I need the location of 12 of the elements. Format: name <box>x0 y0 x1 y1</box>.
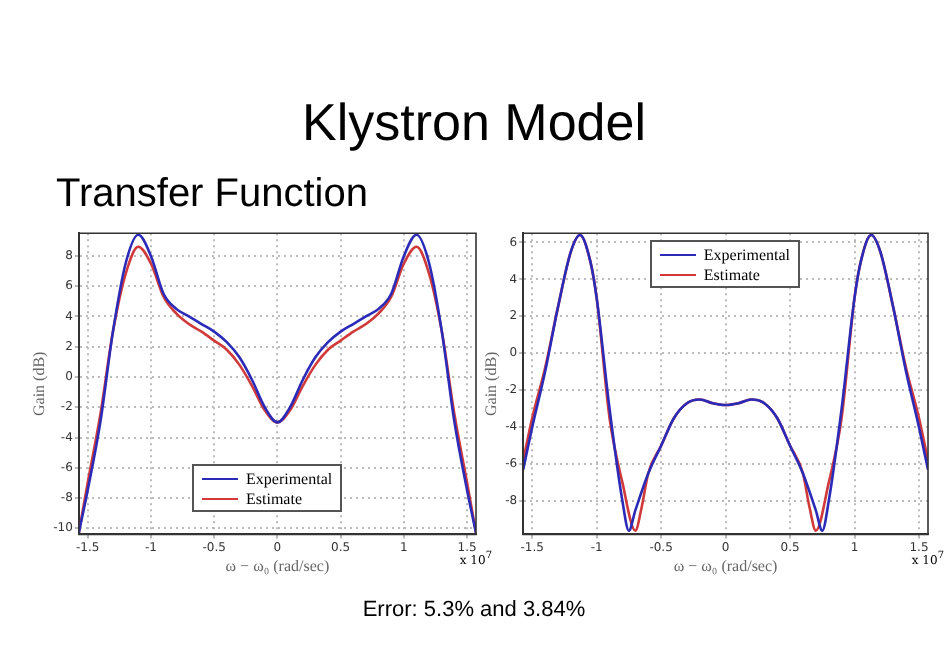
text: Error: 5.3% and 3.84% <box>360 598 588 622</box>
legend-label: Estimate <box>246 489 302 507</box>
y-axis-title: Gain (dB) <box>29 350 48 417</box>
x-axis-title: ω − ω₀ (rad/sec) <box>225 556 330 575</box>
legend-label: Estimate <box>703 265 760 283</box>
chart-subtitle: Transfer Function <box>56 172 368 218</box>
line-series <box>523 233 928 532</box>
chart-title: Klystron Model <box>300 92 648 154</box>
legend-label: Experimental <box>246 469 333 487</box>
y-axis-title: Gain (dB) <box>481 350 500 417</box>
x-axis-title: ω − ω₀ (rad/sec) <box>673 556 779 575</box>
legend-label: Experimental <box>703 245 790 263</box>
